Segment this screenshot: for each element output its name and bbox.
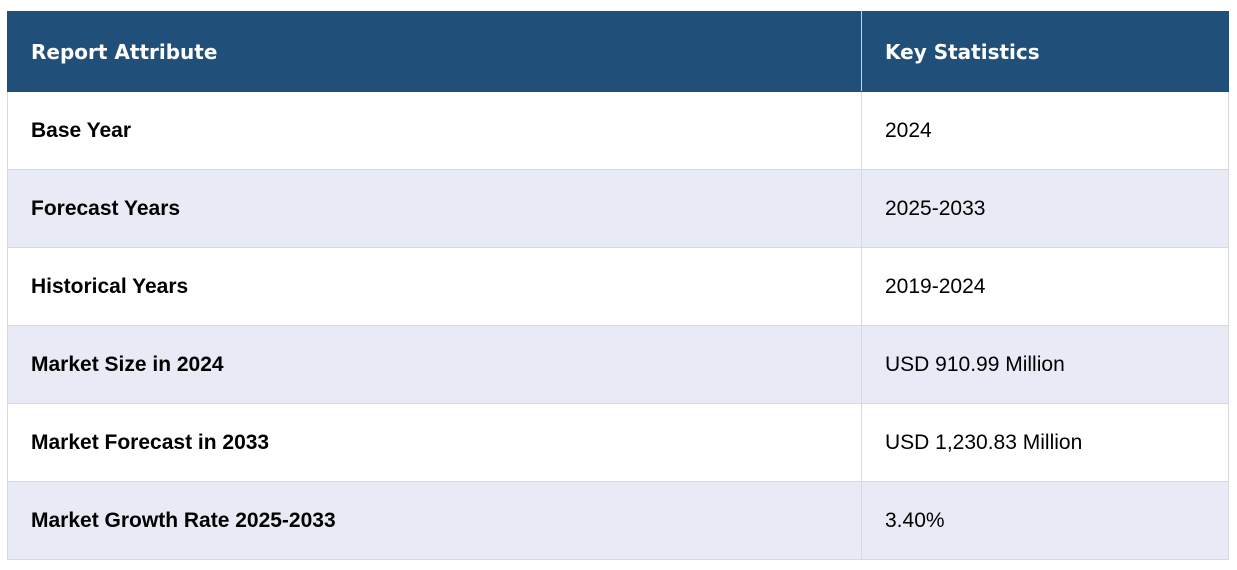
table-row: Market Growth Rate 2025-2033 3.40% <box>7 481 1229 560</box>
header-key-statistics: Key Statistics <box>861 11 1229 92</box>
row-value-market-forecast: USD 1,230.83 Million <box>861 403 1229 482</box>
row-attribute-market-forecast: Market Forecast in 2033 <box>7 403 862 482</box>
row-attribute-growth-rate: Market Growth Rate 2025-2033 <box>7 481 862 560</box>
row-value-base-year: 2024 <box>861 91 1229 170</box>
row-value-historical-years: 2019-2024 <box>861 247 1229 326</box>
header-row: Report Attribute Key Statistics <box>7 11 1229 92</box>
table-header: Report Attribute Key Statistics <box>7 11 1229 92</box>
table-row: Forecast Years 2025-2033 <box>7 169 1229 248</box>
table-body: Base Year 2024 Forecast Years 2025-2033 … <box>7 91 1229 560</box>
row-attribute-base-year: Base Year <box>7 91 862 170</box>
table-row: Market Forecast in 2033 USD 1,230.83 Mil… <box>7 403 1229 482</box>
table-row: Market Size in 2024 USD 910.99 Million <box>7 325 1229 404</box>
report-attributes-table: Report Attribute Key Statistics Base Yea… <box>7 11 1229 560</box>
report-table-container: Report Attribute Key Statistics Base Yea… <box>7 11 1229 560</box>
row-value-forecast-years: 2025-2033 <box>861 169 1229 248</box>
table-row: Historical Years 2019-2024 <box>7 247 1229 326</box>
row-value-growth-rate: 3.40% <box>861 481 1229 560</box>
table-row: Base Year 2024 <box>7 91 1229 170</box>
row-attribute-market-size: Market Size in 2024 <box>7 325 862 404</box>
row-attribute-forecast-years: Forecast Years <box>7 169 862 248</box>
row-attribute-historical-years: Historical Years <box>7 247 862 326</box>
row-value-market-size: USD 910.99 Million <box>861 325 1229 404</box>
header-report-attribute: Report Attribute <box>7 11 862 92</box>
